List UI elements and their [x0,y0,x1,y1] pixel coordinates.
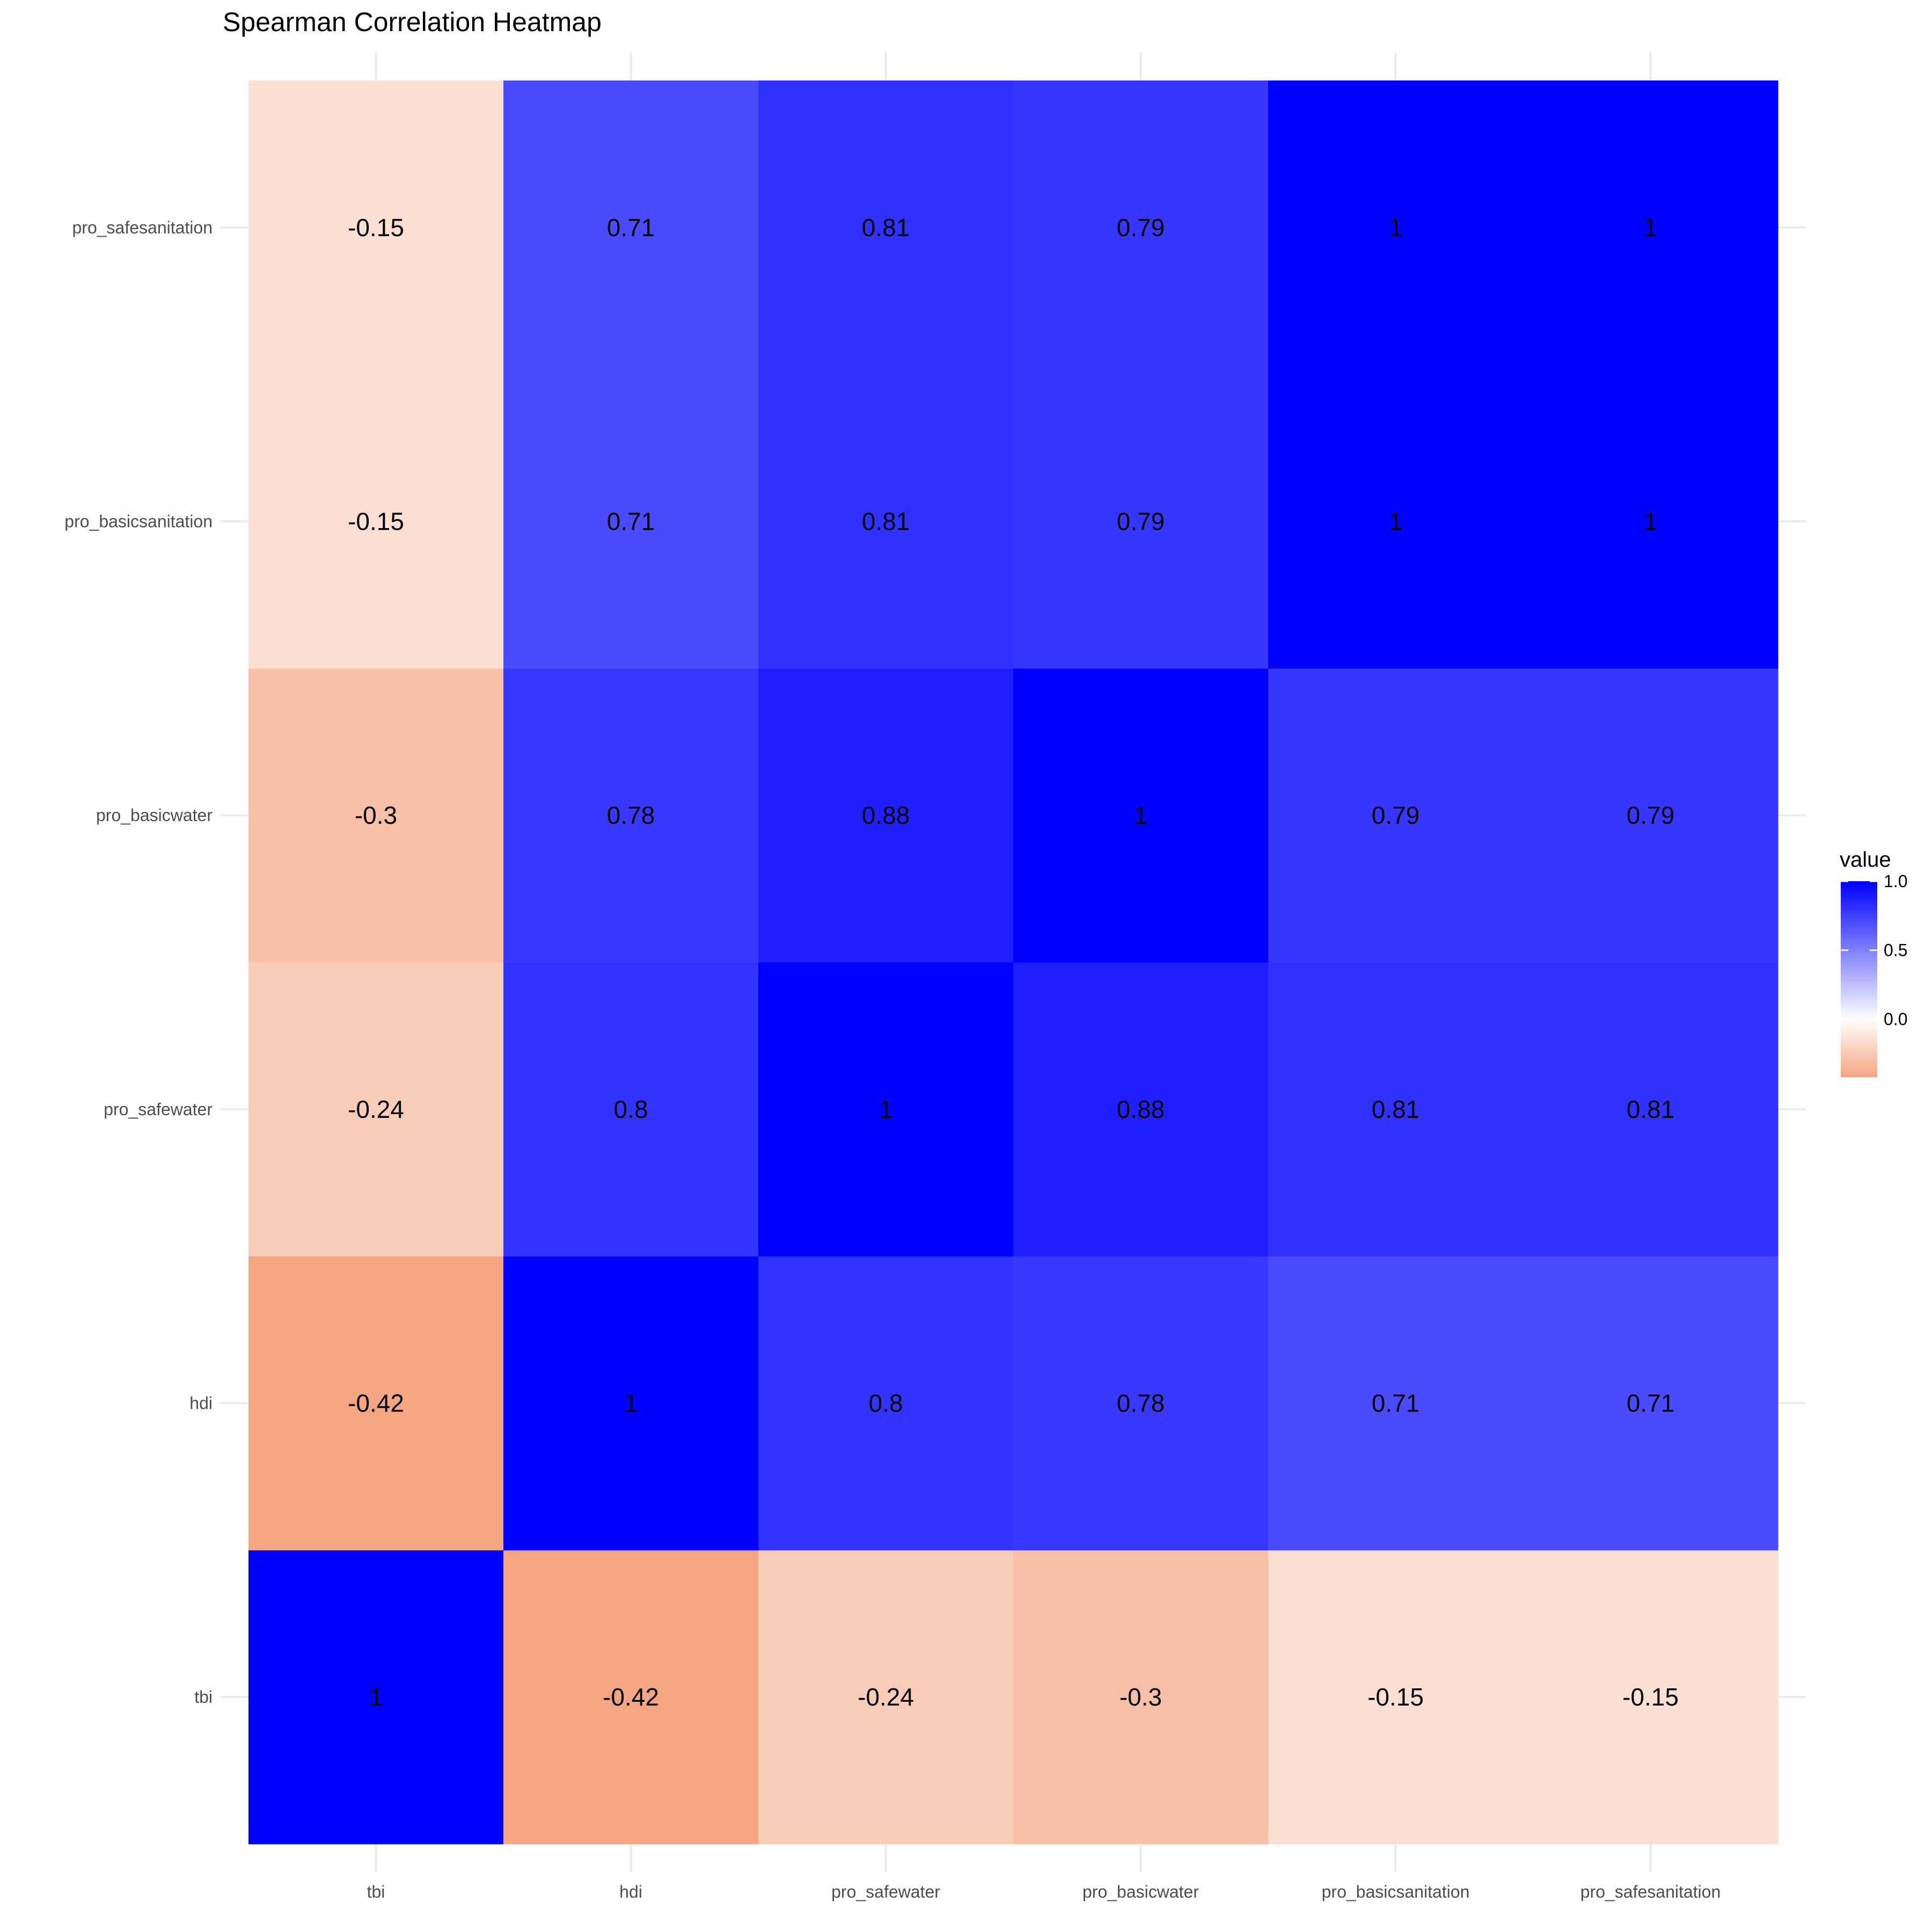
heatmap-cell [248,1256,504,1550]
cell-value-label: 0.88 [862,801,910,829]
heatmap-cell [503,1256,759,1550]
heatmap-cell [248,1550,504,1845]
cell-value-label: -0.15 [1367,1683,1424,1711]
heatmap-cell [758,1256,1014,1550]
x-tick-label: pro_safewater [831,1882,940,1901]
y-tick-label: pro_safesanitation [72,218,213,237]
cell-value-label: 0.71 [1372,1389,1420,1417]
cell-value-label: 0.71 [1627,1389,1675,1417]
legend-tick-label: 0.5 [1884,941,1907,960]
heatmap-cell [758,374,1014,669]
heatmap-cell [1268,80,1524,375]
cell-value-label: 0.79 [1117,214,1165,241]
cell-value-label: 1 [1134,801,1148,829]
cell-value-label: -0.24 [858,1683,914,1711]
cell-value-label: -0.3 [355,801,397,829]
heatmap-cell [503,80,759,375]
heatmap-cell [1523,374,1779,669]
cell-labels-layer: 1 -0.42 -0.24 -0.3 -0.15 -0.15 -0.42 1 0.8 0.78 0.… [348,214,1679,1711]
heatmap-cell [1523,668,1779,963]
heatmap-cell [503,962,759,1257]
cell-value-label: 0.71 [607,508,655,536]
heatmap-cell [1013,374,1269,669]
heatmap-cell [1013,1256,1269,1550]
cell-value-label: 0.8 [869,1389,903,1417]
cell-value-label: 1 [369,1683,383,1711]
cell-value-label: -0.42 [603,1683,659,1711]
cell-value-label: 0.71 [607,214,655,241]
y-axis: tbi hdi pro_safewater pro_basicwater pro_bas… [64,218,213,1707]
heatmap-cell [1523,1256,1779,1550]
heatmap-cell [758,80,1014,375]
heatmap-cell [1013,80,1269,375]
heatmap-cell [758,668,1014,963]
cell-value-label: 0.79 [1372,801,1420,829]
heatmap-cell [1268,1550,1524,1845]
cell-value-label: -0.15 [1622,1683,1679,1711]
x-tick-label: tbi [367,1882,385,1901]
heatmap-cell [248,80,504,375]
heatmap-cell [1013,668,1269,963]
cell-value-label: -0.15 [348,214,404,241]
y-tick-label: pro_safewater [104,1100,213,1119]
heatmap-cell [758,1550,1014,1845]
cell-value-label: 0.88 [1117,1095,1165,1123]
cell-value-label: 0.81 [862,508,910,536]
heatmap-cell [1013,962,1269,1257]
legend-colorbar [1841,881,1877,1077]
cell-value-label: -0.15 [348,508,404,536]
heatmap-cell [1268,962,1524,1257]
cell-value-label: 1 [1644,508,1658,536]
heatmap-cell [1523,1550,1779,1845]
cells-layer [248,80,1779,1845]
y-tick-label: tbi [194,1687,213,1707]
cell-value-label: 0.8 [614,1095,648,1123]
heatmap-cell [1523,80,1779,375]
heatmap-cell [248,668,504,963]
x-axis: tbi hdi pro_safewater pro_basicwater pro_bas… [367,1882,1721,1901]
cell-value-label: 0.81 [1372,1095,1420,1123]
cell-value-label: 1 [1389,508,1403,536]
cell-value-label: -0.42 [348,1389,404,1417]
legend: value 1.0 0.5 0.0 [1840,848,1907,1077]
cell-value-label: 0.78 [1117,1389,1165,1417]
x-tick-label: hdi [619,1882,642,1901]
heatmap-cell [503,374,759,669]
heatmap-cell [503,668,759,963]
cell-value-label: 0.79 [1627,801,1675,829]
heatmap-cell [1268,374,1524,669]
heatmap-cell [503,1550,759,1845]
legend-tick-label: 0.0 [1884,1009,1907,1029]
cell-value-label: 1 [624,1389,638,1417]
x-tick-label: pro_safesanitation [1580,1882,1721,1901]
legend-tick-label: 1.0 [1884,872,1907,891]
y-tick-label: pro_basicsanitation [64,512,213,531]
cell-value-label: -0.24 [348,1095,404,1123]
heatmap-cell [1268,668,1524,963]
cell-value-label: 0.81 [862,214,910,241]
heatmap-cell [248,962,504,1257]
cell-value-label: 1 [879,1095,893,1123]
legend-title: value [1840,848,1891,872]
heatmap-cell [248,374,504,669]
cell-value-label: 1 [1644,214,1658,241]
cell-value-label: -0.3 [1119,1683,1162,1711]
cell-value-label: 0.79 [1117,508,1165,536]
x-tick-label: pro_basicsanitation [1322,1882,1470,1901]
heatmap-cell [758,962,1014,1257]
y-tick-label: hdi [189,1394,213,1413]
y-tick-label: pro_basicwater [96,806,213,825]
cell-value-label: 1 [1389,214,1403,241]
heatmap-cell [1523,962,1779,1257]
cell-value-label: 0.78 [607,801,655,829]
heatmap-cell [1268,1256,1524,1550]
cell-value-label: 0.81 [1627,1095,1675,1123]
chart-title: Spearman Correlation Heatmap [223,7,602,37]
heatmap-cell [1013,1550,1269,1845]
x-tick-label: pro_basicwater [1082,1882,1199,1901]
